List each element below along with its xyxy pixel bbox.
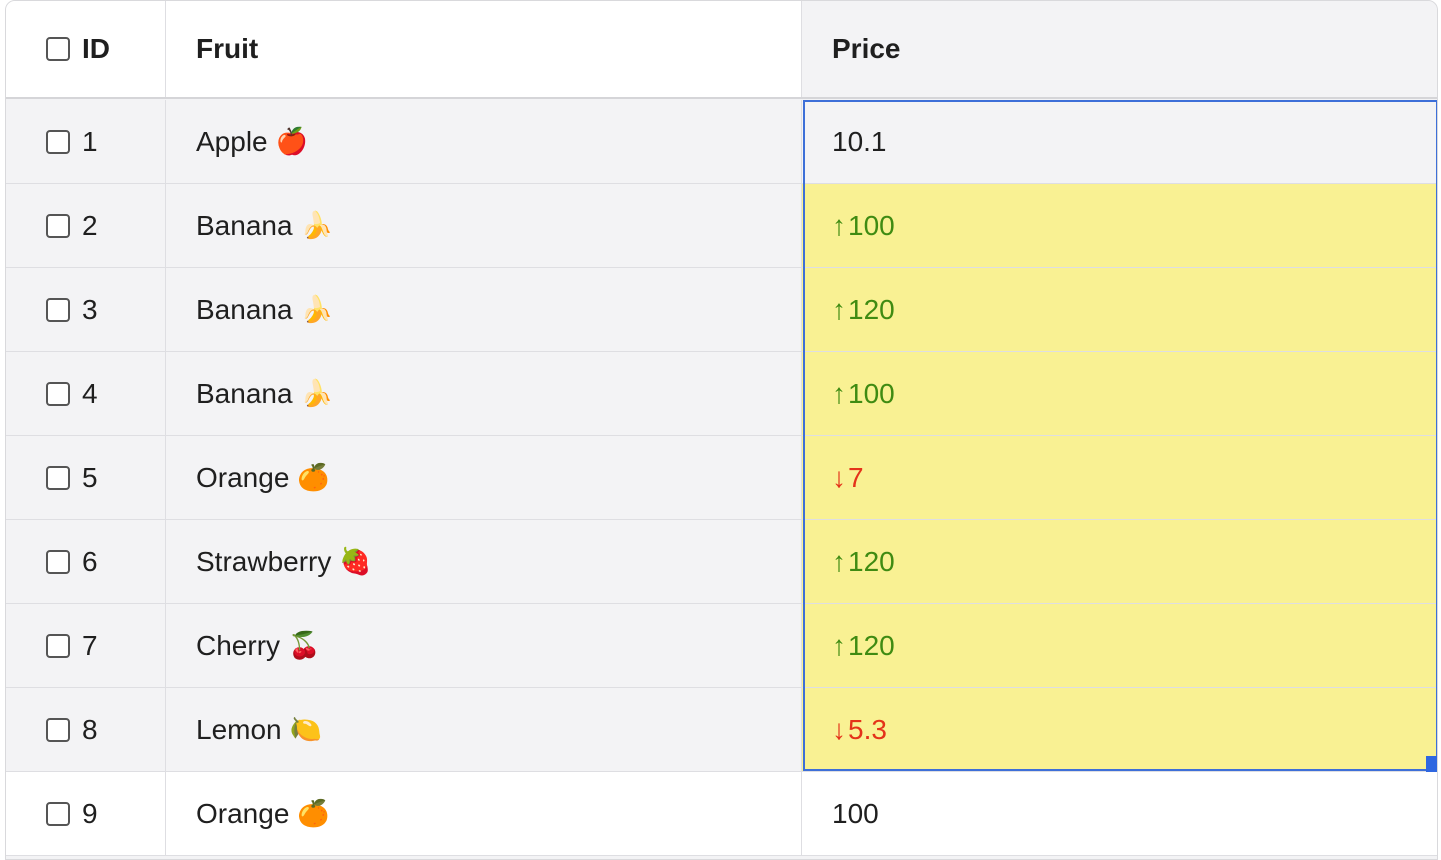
- price-value: 100: [848, 209, 895, 241]
- row-checkbox[interactable]: [46, 213, 70, 238]
- fruit-cell[interactable]: Orange 🍊: [166, 436, 802, 519]
- fruit-emoji-icon: 🍓: [339, 546, 372, 576]
- price-value: 7: [848, 461, 864, 493]
- row-id: 5: [82, 461, 98, 493]
- id-cell[interactable]: 6: [6, 520, 166, 603]
- header-id-label: ID: [82, 33, 110, 64]
- select-all-checkbox[interactable]: [46, 37, 70, 61]
- table-row[interactable]: 4 Banana 🍌 ↑ 100: [6, 352, 1437, 436]
- price-cell[interactable]: ↑ 120: [802, 268, 1437, 351]
- row-id: 1: [82, 125, 98, 157]
- fruit-emoji-icon: 🍌: [300, 378, 333, 408]
- table-row[interactable]: 6 Strawberry 🍓 ↑ 120: [6, 520, 1437, 604]
- fruit-name: Orange: [196, 797, 290, 829]
- fruit-name: Apple: [196, 125, 268, 157]
- header-price-label: Price: [832, 33, 901, 64]
- fruit-name: Lemon: [196, 713, 282, 745]
- id-cell[interactable]: 4: [6, 352, 166, 435]
- arrow-down-icon: ↓: [832, 713, 846, 745]
- row-checkbox[interactable]: [46, 465, 70, 490]
- price-value: 120: [848, 545, 895, 577]
- table-row[interactable]: 2 Banana 🍌 ↑ 100: [6, 184, 1437, 268]
- row-checkbox[interactable]: [46, 717, 70, 742]
- arrow-down-icon: ↓: [832, 461, 846, 493]
- id-cell[interactable]: 5: [6, 436, 166, 519]
- arrow-up-icon: ↑: [832, 629, 846, 661]
- table-row[interactable]: 9 Orange 🍊 100: [6, 772, 1437, 856]
- fruit-cell[interactable]: Cherry 🍒: [166, 604, 802, 687]
- price-cell[interactable]: ↓ 5.3: [802, 688, 1437, 771]
- fruit-name: Banana: [196, 209, 293, 241]
- id-cell[interactable]: 9: [6, 772, 166, 855]
- price-value: 100: [848, 377, 895, 409]
- fruit-emoji-icon: 🍒: [288, 630, 321, 660]
- price-value: 120: [848, 629, 895, 661]
- id-cell[interactable]: 2: [6, 184, 166, 267]
- price-cell[interactable]: ↑ 100: [802, 184, 1437, 267]
- price-cell[interactable]: ↑ 120: [802, 604, 1437, 687]
- fruit-name: Orange: [196, 461, 290, 493]
- table-row[interactable]: 3 Banana 🍌 ↑ 120: [6, 268, 1437, 352]
- id-cell[interactable]: 8: [6, 688, 166, 771]
- id-cell[interactable]: 7: [6, 604, 166, 687]
- fruit-emoji-icon: 🍌: [300, 210, 333, 240]
- arrow-up-icon: ↑: [832, 377, 846, 409]
- row-checkbox[interactable]: [46, 801, 70, 826]
- row-id: 2: [82, 209, 98, 241]
- price-value: 10.1: [832, 125, 887, 157]
- fruit-cell[interactable]: Apple 🍎: [166, 100, 802, 183]
- table-row[interactable]: 1 Apple 🍎 10.1: [6, 100, 1437, 184]
- fruit-name: Banana: [196, 293, 293, 325]
- price-cell[interactable]: ↑ 120: [802, 520, 1437, 603]
- fruit-emoji-icon: 🍊: [297, 798, 330, 828]
- row-id: 7: [82, 629, 98, 661]
- row-id: 3: [82, 293, 98, 325]
- arrow-up-icon: ↑: [832, 545, 846, 577]
- fruit-emoji-icon: 🍌: [300, 294, 333, 324]
- arrow-up-icon: ↑: [832, 209, 846, 241]
- header-fruit-label: Fruit: [196, 33, 259, 64]
- header-fruit-cell[interactable]: Fruit: [166, 1, 802, 97]
- fruit-name: Cherry: [196, 629, 281, 661]
- fruit-price-grid: ID Fruit Price 1 Apple 🍎 10.1 2 Banana 🍌 ↑ 100 3 B…: [5, 0, 1438, 860]
- fruit-cell[interactable]: Lemon 🍋: [166, 688, 802, 771]
- row-checkbox[interactable]: [46, 297, 70, 322]
- fruit-emoji-icon: 🍊: [297, 462, 330, 492]
- row-checkbox[interactable]: [46, 129, 70, 154]
- grid-header-row: ID Fruit Price: [6, 1, 1437, 99]
- price-cell[interactable]: 100: [802, 772, 1437, 855]
- fruit-cell[interactable]: Banana 🍌: [166, 352, 802, 435]
- header-price-cell[interactable]: Price: [802, 1, 1437, 97]
- row-checkbox[interactable]: [46, 381, 70, 406]
- row-id: 8: [82, 713, 98, 745]
- price-cell[interactable]: ↓ 7: [802, 436, 1437, 519]
- fill-handle[interactable]: [1426, 756, 1437, 772]
- id-cell[interactable]: 3: [6, 268, 166, 351]
- fruit-cell[interactable]: Banana 🍌: [166, 268, 802, 351]
- arrow-up-icon: ↑: [832, 293, 846, 325]
- row-id: 4: [82, 377, 98, 409]
- price-value: 120: [848, 293, 895, 325]
- fruit-emoji-icon: 🍎: [275, 126, 308, 156]
- fruit-emoji-icon: 🍋: [289, 714, 322, 744]
- fruit-name: Strawberry: [196, 545, 332, 577]
- id-cell[interactable]: 1: [6, 100, 166, 183]
- row-id: 9: [82, 797, 98, 829]
- price-cell[interactable]: ↑ 100: [802, 352, 1437, 435]
- row-checkbox[interactable]: [46, 549, 70, 574]
- fruit-cell[interactable]: Banana 🍌: [166, 184, 802, 267]
- row-checkbox[interactable]: [46, 633, 70, 658]
- fruit-cell[interactable]: Orange 🍊: [166, 772, 802, 855]
- price-value: 5.3: [848, 713, 887, 745]
- price-value: 100: [832, 797, 879, 829]
- table-row[interactable]: 5 Orange 🍊 ↓ 7: [6, 436, 1437, 520]
- header-id-cell[interactable]: ID: [6, 1, 166, 97]
- table-row[interactable]: 8 Lemon 🍋 ↓ 5.3: [6, 688, 1437, 772]
- row-id: 6: [82, 545, 98, 577]
- table-row[interactable]: 7 Cherry 🍒 ↑ 120: [6, 604, 1437, 688]
- fruit-name: Banana: [196, 377, 293, 409]
- price-cell[interactable]: 10.1: [802, 100, 1437, 183]
- fruit-cell[interactable]: Strawberry 🍓: [166, 520, 802, 603]
